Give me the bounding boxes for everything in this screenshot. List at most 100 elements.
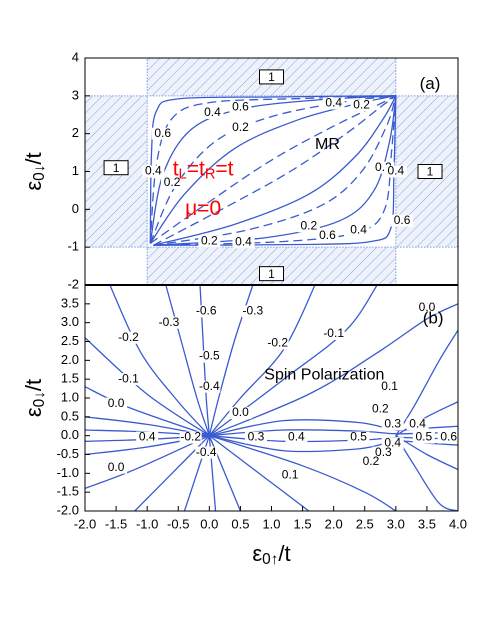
- plot-frame: [84, 284, 459, 512]
- region-label: 1: [268, 267, 275, 281]
- y-tick-label: -1: [67, 239, 79, 254]
- contour-label: 0.0: [108, 460, 125, 474]
- contour-line: [209, 435, 397, 512]
- y-tick-label: 0: [72, 201, 79, 216]
- contour-label-bg: [406, 418, 429, 431]
- contour-label: 0.2: [372, 401, 389, 415]
- contour-line: [153, 95, 397, 246]
- y-tick-label: 0.5: [61, 408, 79, 423]
- y-tick-label: 2.5: [61, 333, 79, 348]
- contour-line: [153, 95, 397, 246]
- contour-label: 0.4: [288, 430, 305, 444]
- contour-label-bg: [322, 327, 345, 340]
- annotation: MR: [315, 136, 340, 153]
- axis-label-part: /t: [21, 152, 46, 164]
- x-tick-label: 2.0: [325, 516, 343, 531]
- contour-line: [109, 284, 210, 437]
- contour-label-bg: [350, 99, 373, 112]
- x-tick-label: 0.0: [200, 516, 218, 531]
- axis-label-part: /t: [21, 379, 46, 391]
- contour-label: 0.2: [201, 234, 218, 248]
- contour-label: -0.4: [196, 445, 217, 459]
- y-tick-label: 3: [72, 87, 79, 102]
- contour-label: 0.2: [363, 454, 380, 468]
- annotation-part: R: [205, 166, 216, 182]
- y-tick-label: 1.5: [61, 371, 79, 386]
- region-label-box: [103, 160, 129, 176]
- contour-label-bg: [359, 456, 382, 469]
- y-tick-label: 1: [72, 163, 79, 178]
- x-tick-label: 4.0: [449, 516, 467, 531]
- contour-line: [84, 386, 210, 437]
- y-tick-label: -0.5: [57, 446, 79, 461]
- axis-label: ε0↓/t: [21, 152, 48, 190]
- contour-label: 0.1: [282, 467, 299, 481]
- contour-line: [149, 95, 396, 244]
- contour-label-bg: [105, 397, 128, 410]
- contour-label-bg: [316, 229, 339, 242]
- contour-label-bg: [198, 380, 221, 393]
- contour-label: 0.3: [248, 430, 265, 444]
- contour-line: [183, 435, 210, 512]
- annotation: (a): [420, 74, 441, 93]
- contour-label: -0.1: [118, 371, 139, 385]
- contour-label: 0.0: [232, 405, 249, 419]
- contour-line: [134, 435, 210, 512]
- annotation-part: =t: [187, 157, 205, 180]
- axis-label-part: 0↑: [262, 551, 278, 568]
- axis-label-part: ε: [21, 181, 46, 191]
- region-label: 1: [427, 165, 434, 179]
- x-tick-label: 3.5: [418, 516, 436, 531]
- contour-label-bg: [195, 305, 218, 318]
- contour-label-bg: [412, 431, 435, 444]
- contour-line: [208, 435, 217, 512]
- contour-label-bg: [372, 446, 395, 459]
- contour-label: -0.2: [180, 430, 201, 444]
- x-tick-label: 1.5: [294, 516, 312, 531]
- contour-label-bg: [151, 127, 174, 140]
- axis-label-part: 0↓: [31, 391, 48, 407]
- contour-label: -0.5: [199, 349, 220, 363]
- y-tick-label: 2: [72, 125, 79, 140]
- contour-label: 0.5: [415, 430, 432, 444]
- x-tick-label: -1.0: [136, 516, 158, 531]
- contour-label-bg: [285, 431, 308, 444]
- x-tick-label: 2.5: [356, 516, 374, 531]
- contour-label: -0.2: [118, 330, 139, 344]
- axis-label-part: 0↓: [31, 165, 48, 181]
- annotation-part: t: [173, 157, 179, 180]
- axis-label: ε0↑/t: [252, 541, 290, 568]
- contour-label-bg: [201, 106, 224, 119]
- region-label: 1: [113, 161, 120, 175]
- contour-label-bg: [142, 165, 165, 178]
- contour-label: 0.2: [300, 219, 317, 233]
- y-tick-label: 1.0: [61, 389, 79, 404]
- y-tick-label: -2.0: [57, 502, 79, 517]
- contour-label: 0.4: [384, 435, 401, 449]
- annotation: tL=tR=t: [173, 157, 234, 182]
- contour-label: 0.3: [384, 417, 401, 431]
- contour-label: 0.0: [419, 300, 436, 314]
- y-tick-label: 3.0: [61, 314, 79, 329]
- contour-line: [208, 435, 242, 512]
- contour-line: [208, 284, 316, 437]
- contour-line: [84, 337, 210, 437]
- contour-line: [149, 95, 397, 244]
- contour-label: -0.3: [243, 304, 264, 318]
- contour-label: 0.6: [440, 430, 457, 444]
- contour-label-bg: [136, 431, 159, 444]
- contour-label-bg: [266, 337, 289, 350]
- contour-label-bg: [232, 236, 255, 249]
- y-tick-label: -1.5: [57, 484, 79, 499]
- contour-label-bg: [161, 176, 184, 189]
- y-tick-label: 0.0: [61, 427, 79, 442]
- contour-label-bg: [391, 214, 414, 227]
- region-label-box: [417, 164, 443, 179]
- annotation: μ=0: [185, 197, 221, 220]
- contour-label-bg: [117, 331, 140, 344]
- annotation-part: L: [179, 166, 187, 182]
- contour-line: [208, 435, 310, 512]
- y-tick-label: 3.5: [61, 295, 79, 310]
